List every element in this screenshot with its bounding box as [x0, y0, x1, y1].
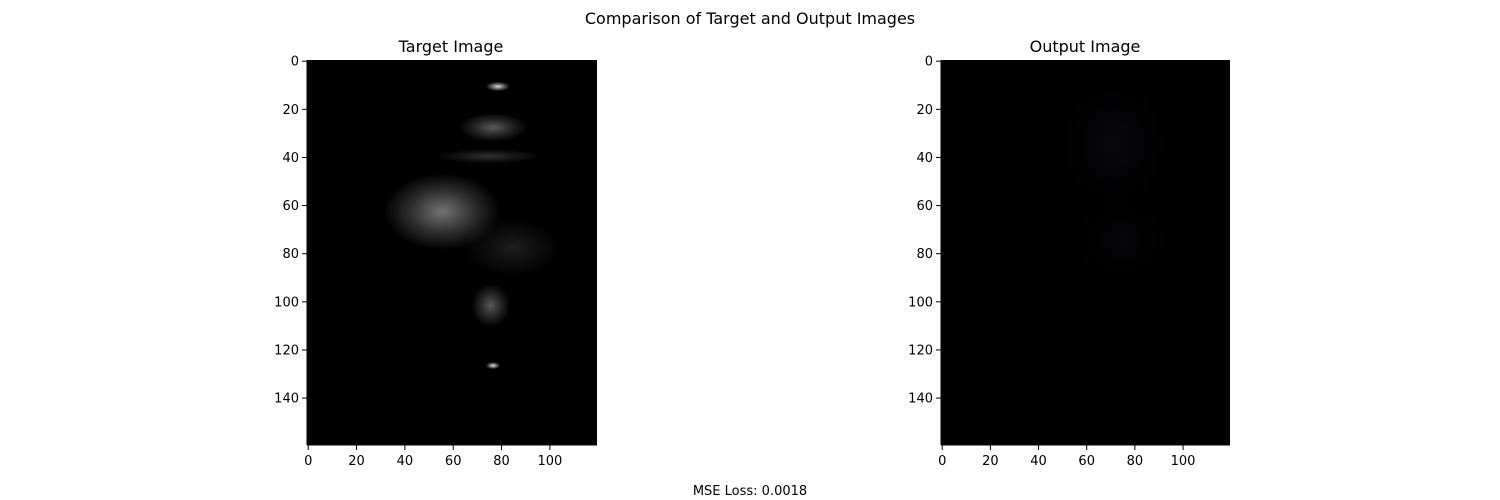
y-tick-label: 100: [274, 295, 299, 310]
output-image: [941, 60, 1230, 445]
y-tick-label: 120: [908, 343, 933, 358]
target-image-axes: 0 20 40 60 80 100 0 20 40 60 80 100 120 140: [274, 55, 597, 469]
bright-region: [485, 81, 510, 92]
output-image-title: Output Image: [1030, 37, 1141, 56]
y-tick-label: 140: [274, 392, 299, 407]
bright-region: [485, 361, 501, 370]
y-tick-label: 0: [925, 55, 933, 70]
y-tick-label: 100: [908, 295, 933, 310]
target-image-title: Target Image: [398, 37, 504, 56]
bright-region: [1073, 192, 1170, 289]
x-tick-label: 60: [445, 454, 462, 469]
y-tick-label: 80: [282, 247, 299, 262]
figure-suptitle: Comparison of Target and Output Images: [585, 9, 915, 28]
bright-region: [1061, 76, 1168, 212]
target-image-panel: Target Image 0 20 40 60 80 100 0 20 40 60 80 100 120…: [274, 37, 597, 469]
x-tick-label: 80: [1127, 454, 1144, 469]
bright-region: [471, 283, 510, 328]
bright-region: [384, 173, 501, 251]
bright-region: [464, 218, 561, 277]
x-tick-label: 80: [493, 454, 510, 469]
x-tick-label: 40: [397, 454, 414, 469]
bright-region: [435, 149, 542, 164]
x-tick-label: 0: [304, 454, 312, 469]
bright-region: [459, 112, 527, 142]
output-image-panel: Output Image 0 20 40 60 80 100 0 20 40 60 80 100 120…: [908, 37, 1230, 469]
mse-loss-label: MSE Loss: 0.0018: [693, 484, 807, 499]
y-tick-label: 20: [282, 103, 299, 118]
x-tick-label: 40: [1030, 454, 1047, 469]
y-tick-label: 140: [908, 392, 933, 407]
y-tick-label: 60: [916, 199, 933, 214]
y-tick-label: 120: [274, 343, 299, 358]
y-tick-label: 40: [916, 151, 933, 166]
x-tick-label: 20: [982, 454, 999, 469]
y-tick-label: 40: [282, 151, 299, 166]
x-tick-label: 20: [348, 454, 365, 469]
target-image: [307, 60, 597, 445]
x-tick-label: 0: [938, 454, 946, 469]
output-image-axes: 0 20 40 60 80 100 0 20 40 60 80 100 120 140: [908, 55, 1230, 469]
y-tick-label: 60: [282, 199, 299, 214]
y-tick-label: 80: [916, 247, 933, 262]
x-tick-label: 100: [1171, 454, 1196, 469]
y-tick-label: 0: [291, 55, 299, 70]
x-tick-label: 100: [537, 454, 562, 469]
x-tick-label: 60: [1078, 454, 1095, 469]
y-tick-label: 20: [916, 103, 933, 118]
